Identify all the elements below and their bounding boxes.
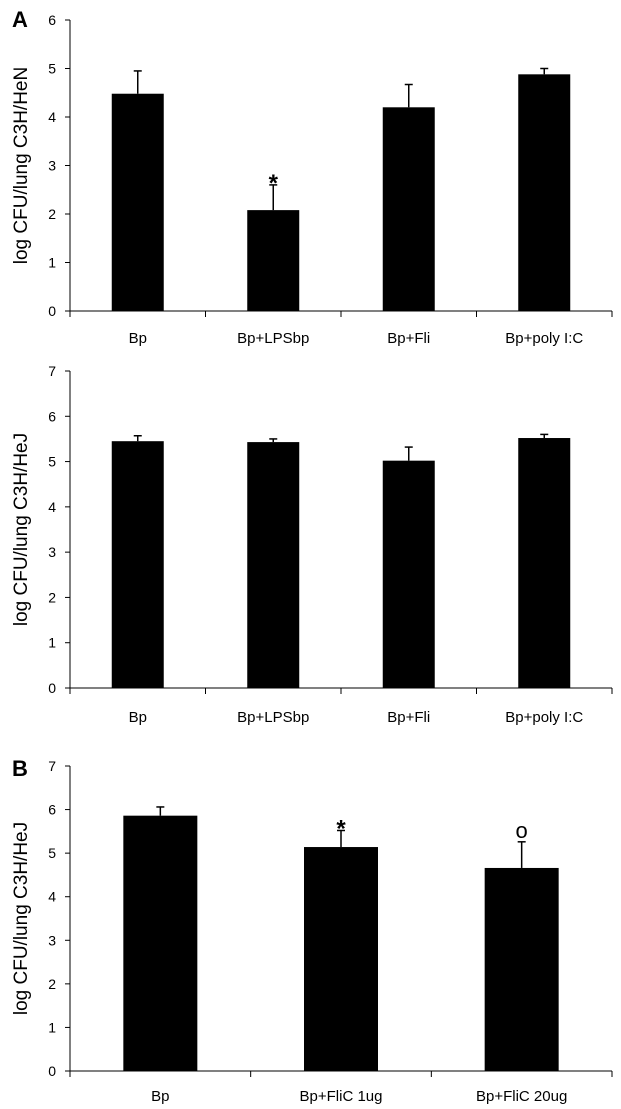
y-tick-label: 2 — [48, 976, 56, 992]
y-tick-label: 3 — [48, 932, 56, 948]
chart-panel-1: 0 1 2 3 4 5 6 Bp Bp+LPSbp * Bp+Fli Bp+poly I:C log C… — [11, 7, 613, 347]
y-axis-label: log CFU/lung C3H/HeN — [11, 67, 32, 264]
panel-label: B — [12, 756, 28, 781]
bar — [111, 93, 164, 311]
x-category-label: Bp — [151, 1088, 169, 1104]
x-category-label: Bp — [129, 709, 147, 726]
bar — [484, 867, 559, 1071]
x-category-label: Bp+Fli — [387, 709, 430, 726]
y-tick-label: 1 — [48, 255, 56, 271]
panel-label: A — [12, 7, 28, 32]
x-category-label: Bp+Fli — [387, 330, 430, 347]
significance-mark: o — [516, 818, 528, 843]
bar — [247, 210, 300, 311]
y-tick-label: 4 — [48, 499, 56, 515]
y-axis-label: log CFU/lung C3H/HeJ — [11, 433, 32, 626]
y-tick-label: 0 — [48, 1063, 56, 1079]
significance-mark: * — [269, 170, 279, 197]
bar — [518, 438, 571, 688]
x-category-label: Bp+poly I:C — [505, 709, 583, 726]
y-tick-label: 1 — [48, 1019, 56, 1035]
y-tick-label: 2 — [48, 206, 56, 222]
y-tick-label: 7 — [48, 363, 56, 379]
y-tick-label: 6 — [48, 802, 56, 818]
bar — [111, 441, 164, 688]
y-tick-label: 6 — [48, 12, 56, 28]
y-tick-label: 3 — [48, 158, 56, 174]
chart-panel-3: 0 1 2 3 4 5 6 7 Bp Bp+FliC 1ug * Bp+FliC 20ug o log C… — [11, 756, 613, 1105]
y-tick-label: 4 — [48, 109, 56, 125]
x-category-label: Bp+FliC 20ug — [476, 1088, 567, 1104]
x-category-label: Bp+LPSbp — [237, 709, 309, 726]
y-axis-label: log CFU/lung C3H/HeJ — [11, 822, 32, 1015]
x-category-label: Bp+poly I:C — [505, 330, 583, 347]
y-tick-label: 5 — [48, 61, 56, 77]
y-tick-label: 6 — [48, 408, 56, 424]
y-tick-label: 2 — [48, 589, 56, 605]
bar — [247, 442, 300, 688]
y-tick-label: 5 — [48, 845, 56, 861]
y-tick-label: 4 — [48, 889, 56, 905]
bar — [123, 815, 198, 1071]
x-category-label: Bp — [129, 330, 147, 347]
chart-panel-2: 0 1 2 3 4 5 6 7 Bp Bp+LPSbp Bp+Fli Bp+poly I:C log C… — [11, 363, 613, 726]
y-tick-label: 3 — [48, 544, 56, 560]
bar — [518, 74, 571, 311]
bar — [382, 460, 435, 688]
y-tick-label: 7 — [48, 758, 56, 774]
bar — [304, 847, 378, 1071]
y-tick-label: 1 — [48, 635, 56, 651]
significance-mark: * — [336, 815, 346, 842]
y-tick-label: 0 — [48, 680, 56, 696]
y-tick-label: 0 — [48, 303, 56, 319]
bar — [382, 107, 435, 311]
y-tick-label: 5 — [48, 454, 56, 470]
x-category-label: Bp+FliC 1ug — [300, 1088, 383, 1104]
x-category-label: Bp+LPSbp — [237, 330, 309, 347]
